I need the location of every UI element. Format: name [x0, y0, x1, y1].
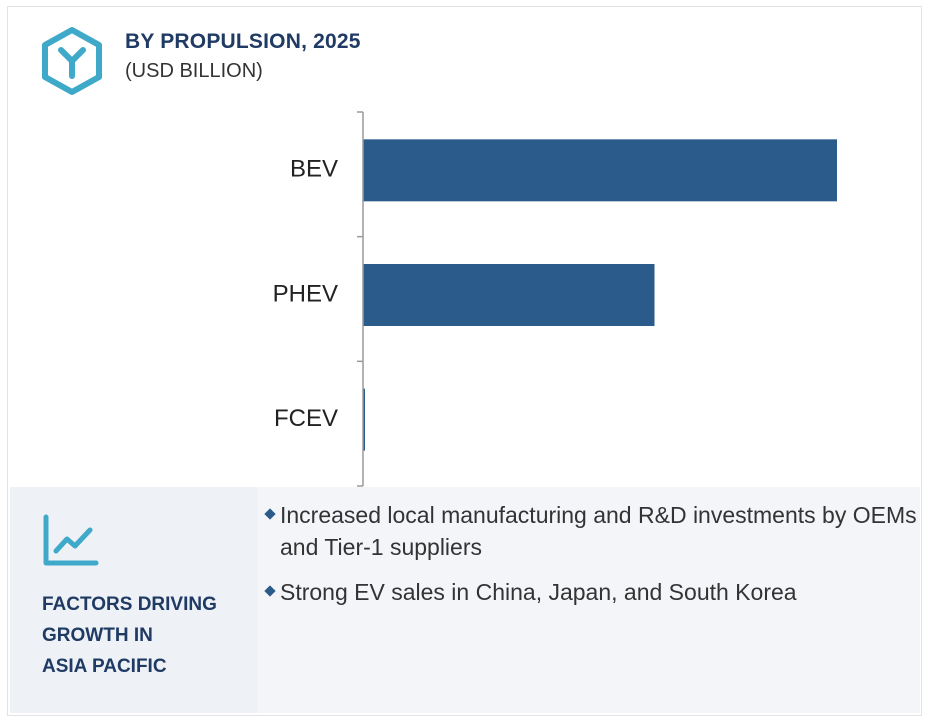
factors-panel: FACTORS DRIVING GROWTH IN ASIA PACIFIC I…: [10, 487, 920, 713]
diamond-bullet-icon: [264, 585, 276, 597]
factor-bullet-text: Increased local manufacturing and R&D in…: [280, 502, 917, 560]
bar-chart: BEV PHEV FCEV: [273, 111, 837, 487]
factors-heading-line: ASIA PACIFIC: [42, 656, 167, 677]
category-label: FCEV: [274, 405, 338, 432]
bar-fcev: [363, 388, 365, 451]
bar-bev: [363, 139, 837, 202]
factors-bullet-list: Increased local manufacturing and R&D in…: [264, 499, 924, 621]
factor-bullet-text: Strong EV sales in China, Japan, and Sou…: [280, 579, 797, 605]
factors-sidebar: FACTORS DRIVING GROWTH IN ASIA PACIFIC: [10, 487, 258, 713]
category-label: PHEV: [273, 280, 338, 307]
hexagon-logo-icon: [42, 27, 102, 95]
line-chart-trend-icon: [43, 514, 99, 566]
category-label: BEV: [290, 156, 338, 183]
chart-subtitle: (USD BILLION): [125, 60, 263, 82]
diamond-bullet-icon: [264, 508, 276, 520]
factors-heading: FACTORS DRIVING GROWTH IN ASIA PACIFIC: [42, 589, 217, 682]
bar-phev: [363, 264, 655, 326]
chart-title: BY PROPULSION, 2025: [125, 30, 361, 53]
factor-bullet: Increased local manufacturing and R&D in…: [264, 499, 924, 563]
factors-heading-line: GROWTH IN: [42, 625, 153, 646]
factor-bullet: Strong EV sales in China, Japan, and Sou…: [264, 576, 924, 608]
factors-heading-line: FACTORS DRIVING: [42, 594, 217, 615]
